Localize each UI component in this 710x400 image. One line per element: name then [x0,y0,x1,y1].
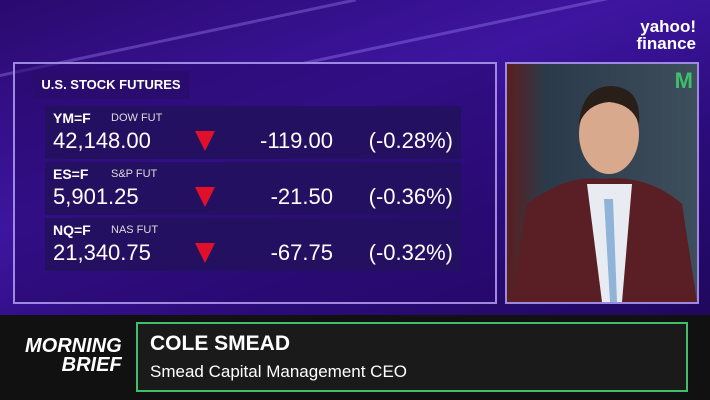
down-arrow [195,187,215,207]
symbol: YM=F [53,110,91,126]
price: 42,148.00 [53,128,151,153]
down-arrow [195,243,215,263]
show-line2: BRIEF [61,354,122,376]
instrument-name: S&P FUT [111,168,158,180]
show-line1: MORNING [25,335,122,357]
change: -119.00 [260,128,333,153]
logo: yahoo! finance [636,18,696,52]
quote-row: NQ=F NAS FUT 21,340.75 -67.75 (-0.32%) [45,218,461,271]
logo-line1: yahoo! [640,17,696,36]
backdrop-letter: M [674,68,693,93]
quote-row: YM=F DOW FUT 42,148.00 -119.00 (-0.28%) [45,106,461,159]
guest-name: COLE SMEAD [150,332,291,355]
instrument-name: NAS FUT [111,224,159,236]
percent-change: (-0.32%) [368,240,453,265]
symbol: NQ=F [53,222,91,238]
price: 5,901.25 [53,184,139,209]
down-arrow [195,131,215,151]
change: -67.75 [270,240,333,265]
price: 21,340.75 [53,240,151,265]
show-logo: MORNING BRIEF [25,335,122,376]
change: -21.50 [270,184,333,209]
percent-change: (-0.28%) [368,128,453,153]
logo-line2: finance [636,34,696,53]
percent-change: (-0.36%) [368,184,453,209]
guest-box: COLE SMEAD Smead Capital Management CEO [136,322,688,392]
symbol: ES=F [53,166,89,182]
panel-title: U.S. STOCK FUTURES [33,71,189,99]
guest-title: Smead Capital Management CEO [150,362,408,381]
instrument-name: DOW FUT [111,112,163,124]
video-feed: M [505,62,699,304]
futures-panel: U.S. STOCK FUTURES YM=F DOW FUT 42,148.00 -… [13,62,497,304]
person [512,86,697,302]
quote-row: ES=F S&P FUT 5,901.25 -21.50 (-0.36%) [45,162,461,215]
